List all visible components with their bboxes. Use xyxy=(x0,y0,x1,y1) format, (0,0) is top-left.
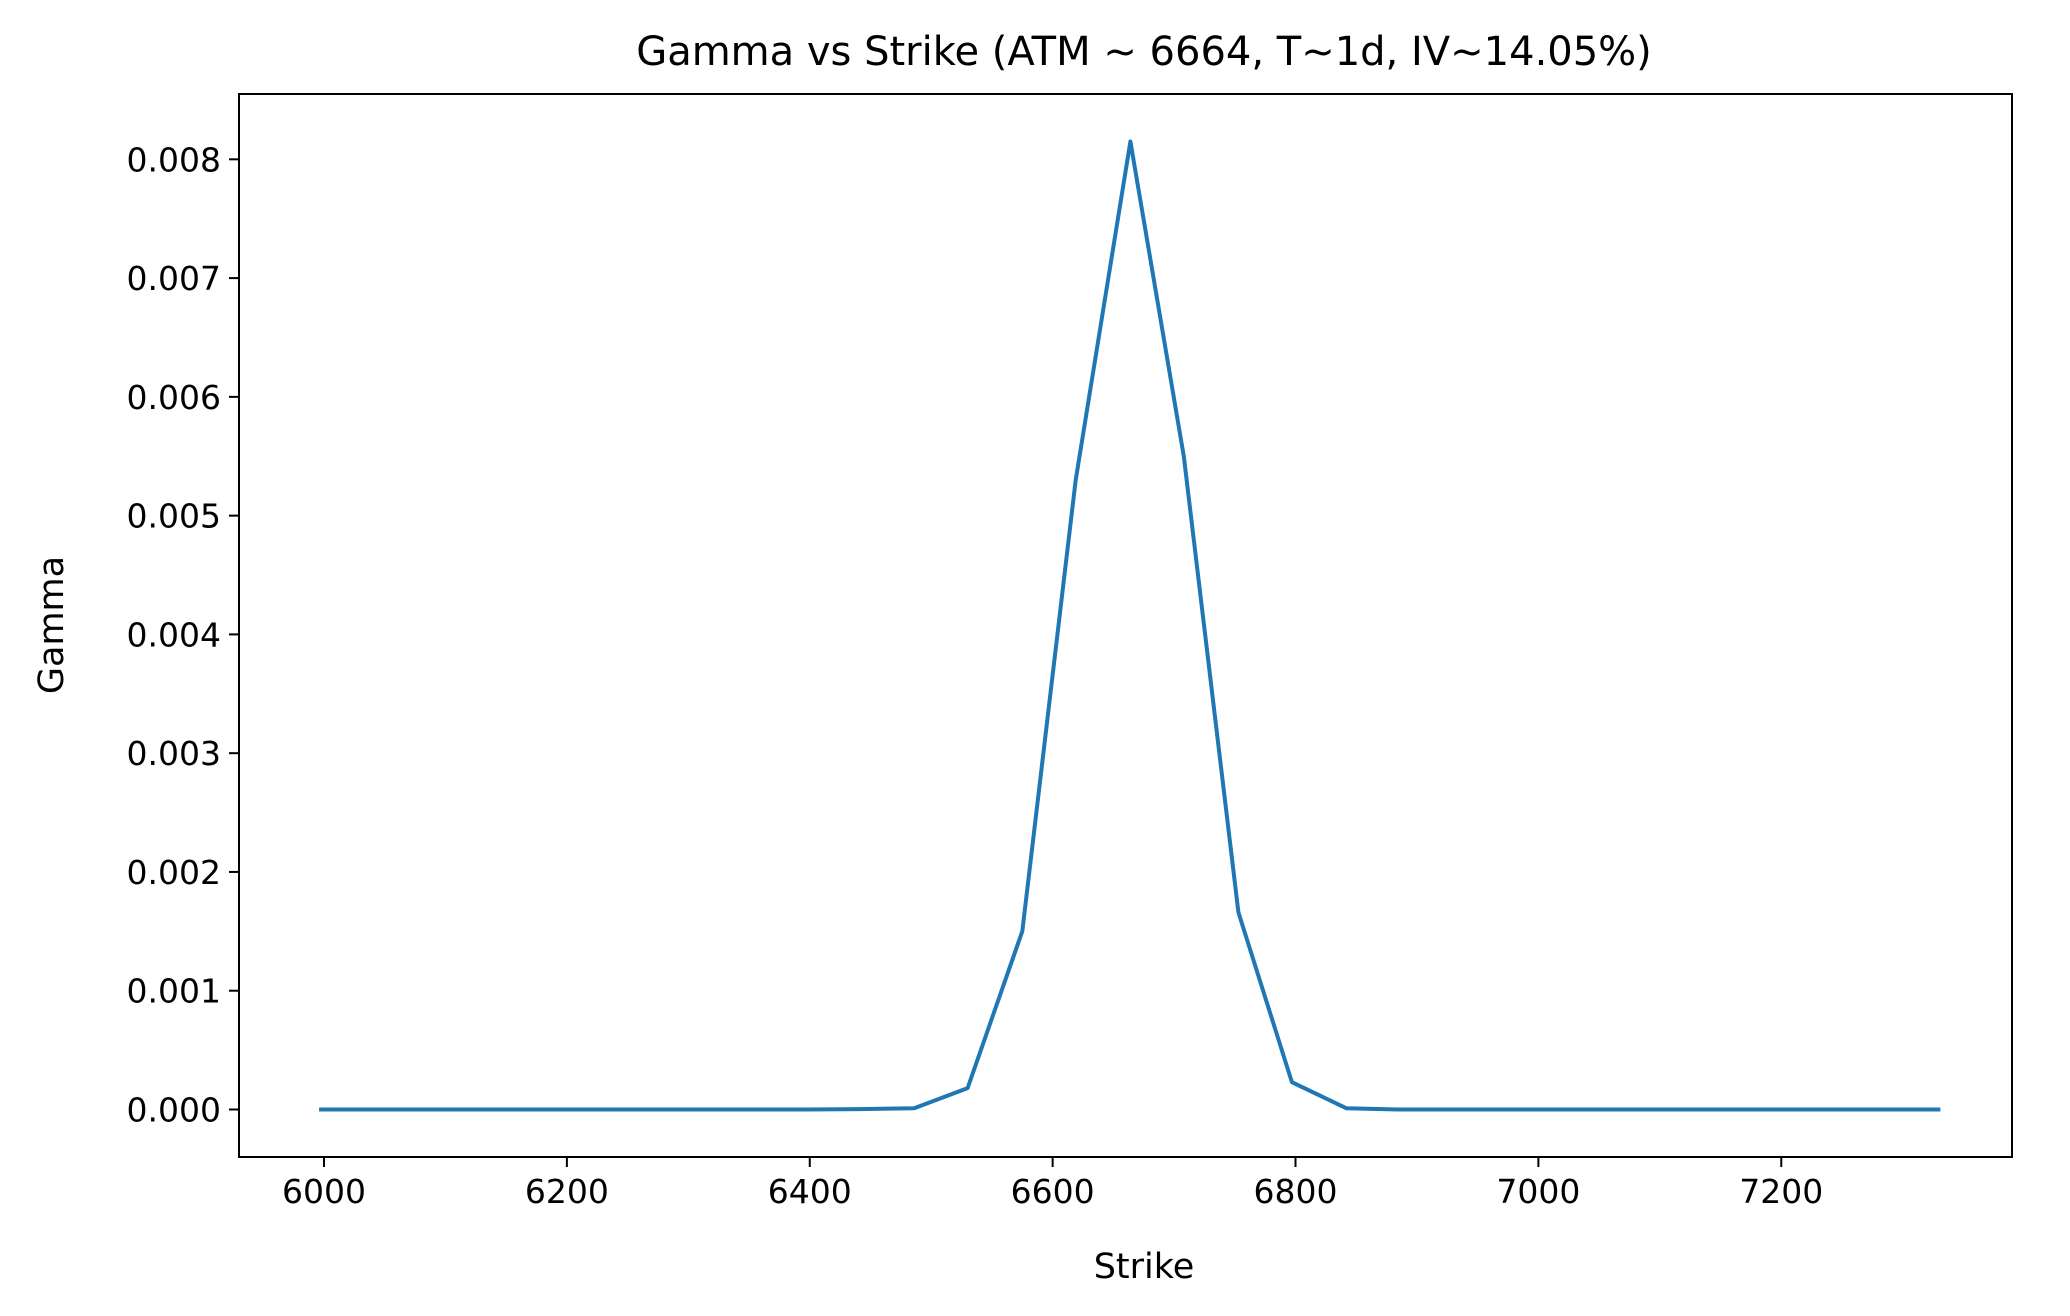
x-tick-label: 7000 xyxy=(1496,1172,1580,1211)
series-line-gamma xyxy=(319,139,1941,1112)
y-tick-label: 0.003 xyxy=(127,734,221,773)
x-tick-label: 7200 xyxy=(1739,1172,1823,1211)
plot-area xyxy=(319,139,1941,1112)
x-axis-label: Strike xyxy=(1094,1247,1195,1287)
y-tick-label: 0.002 xyxy=(127,853,221,892)
x-tick-label: 6800 xyxy=(1254,1172,1338,1211)
y-tick-label: 0.001 xyxy=(127,972,221,1011)
y-axis-label: Gamma xyxy=(32,556,72,694)
y-tick-label: 0.004 xyxy=(127,615,221,654)
axes-frame xyxy=(238,93,2013,1158)
y-tick-label: 0.008 xyxy=(127,140,221,179)
x-tick-label: 6600 xyxy=(1011,1172,1095,1211)
y-tick-label: 0.000 xyxy=(127,1090,221,1129)
chart-title: Gamma vs Strike (ATM ~ 6664, T~1d, IV~14… xyxy=(636,29,1652,75)
x-tick-label: 6000 xyxy=(282,1172,366,1211)
x-tick-label: 6200 xyxy=(525,1172,609,1211)
x-tick-label: 6400 xyxy=(768,1172,852,1211)
y-tick-label: 0.005 xyxy=(127,497,221,536)
y-axis: 0.000 0.001 0.002 0.003 0.004 0.005 0.006 0.007… xyxy=(127,140,239,1129)
x-axis: 6000 6200 6400 6600 6800 7000 7200 xyxy=(282,1157,1823,1211)
y-tick-label: 0.007 xyxy=(127,259,221,298)
y-tick-label: 0.006 xyxy=(127,378,221,417)
